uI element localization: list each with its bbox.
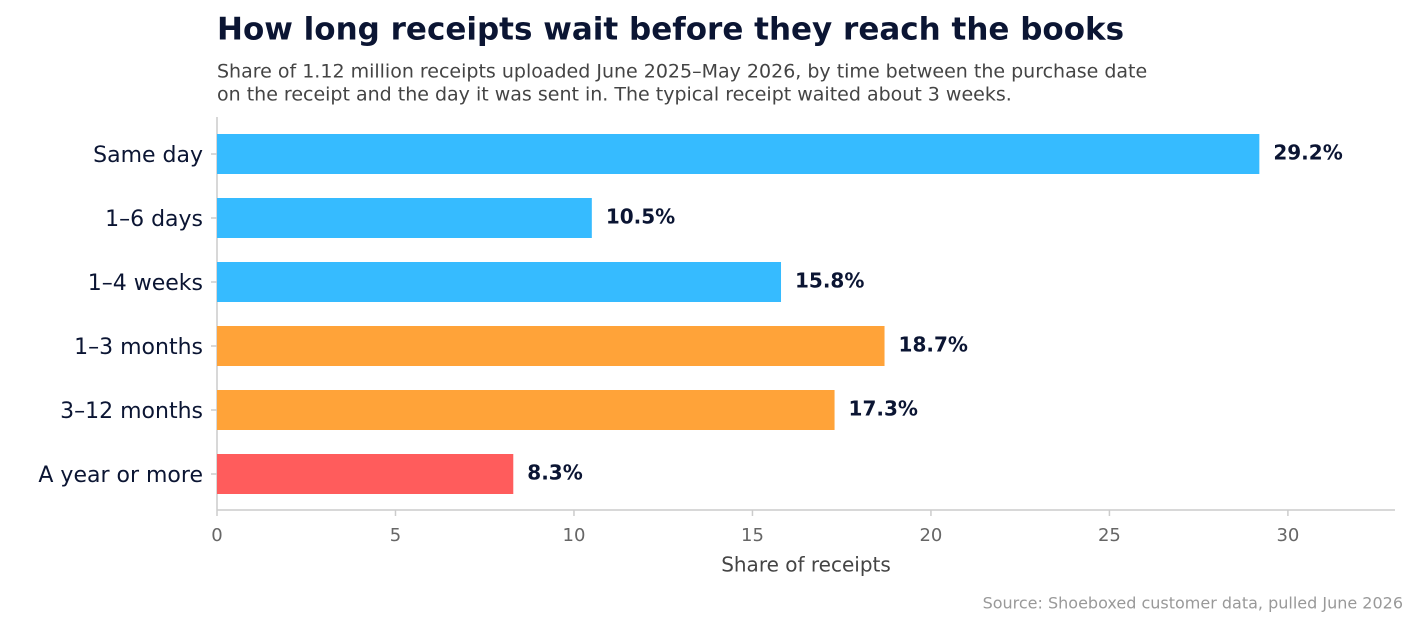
y-tick-label: 1–4 weeks xyxy=(88,271,203,296)
x-tick-label: 30 xyxy=(1276,525,1299,546)
chart-title: How long receipts wait before they reach… xyxy=(217,12,1124,48)
x-tick-label: 15 xyxy=(741,525,764,546)
y-tick-label: 1–3 months xyxy=(74,335,203,360)
x-tick-label: 25 xyxy=(1098,525,1121,546)
bar xyxy=(217,390,835,430)
x-axis-title: Share of receipts xyxy=(721,553,891,577)
y-tick-label: 3–12 months xyxy=(60,399,203,424)
value-label: 18.7% xyxy=(899,333,968,357)
bar xyxy=(217,326,885,366)
bar xyxy=(217,454,514,494)
bar xyxy=(217,134,1260,174)
y-tick-label: A year or more xyxy=(38,463,203,488)
value-label: 10.5% xyxy=(606,205,675,229)
source-note: Source: Shoeboxed customer data, pulled … xyxy=(983,594,1403,613)
y-tick-label: Same day xyxy=(93,143,203,168)
x-tick-label: 5 xyxy=(390,525,401,546)
value-label: 15.8% xyxy=(795,269,864,293)
bar xyxy=(217,198,592,238)
x-tick-label: 20 xyxy=(919,525,942,546)
value-label: 29.2% xyxy=(1273,141,1342,165)
y-tick-label: 1–6 days xyxy=(105,207,203,232)
x-tick-label: 0 xyxy=(211,525,222,546)
value-label: 8.3% xyxy=(527,461,582,485)
bar xyxy=(217,262,782,302)
value-label: 17.3% xyxy=(849,397,918,421)
x-tick-label: 10 xyxy=(563,525,586,546)
chart-subtitle: on the receipt and the day it was sent i… xyxy=(217,84,1012,106)
chart-subtitle: Share of 1.12 million receipts uploaded … xyxy=(217,61,1147,83)
